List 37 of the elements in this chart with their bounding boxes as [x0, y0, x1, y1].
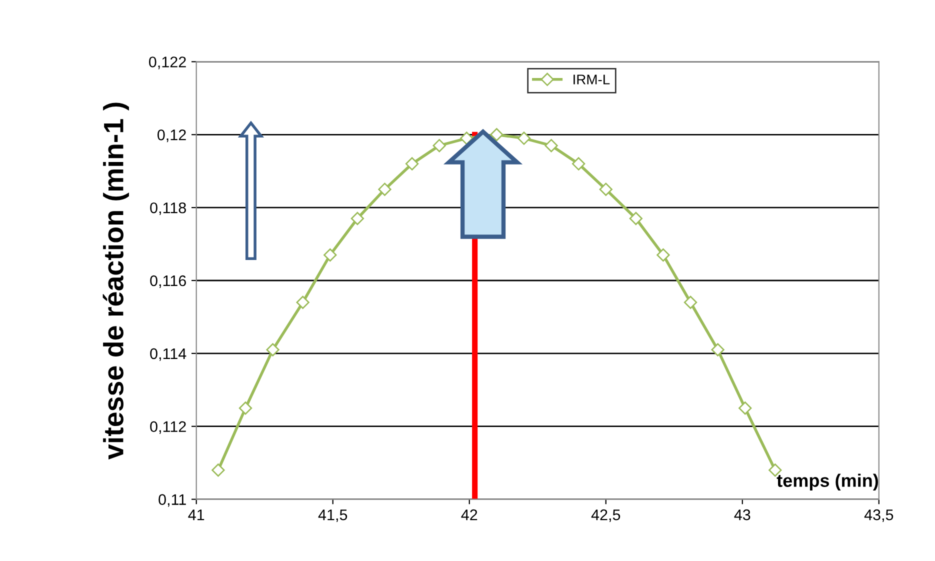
point	[490, 128, 504, 142]
point	[738, 402, 752, 415]
point	[324, 248, 337, 262]
point	[599, 182, 612, 196]
x-tick-label: 41,5	[318, 510, 348, 522]
point	[350, 212, 364, 226]
legend-label: IRM-L	[574, 74, 610, 84]
y-tick-label: 0,122	[148, 56, 186, 70]
y-tick-label: 0,112	[150, 421, 186, 434]
y-tick-label: 0,116	[150, 275, 186, 288]
point	[238, 402, 252, 415]
point	[296, 296, 310, 309]
point	[517, 132, 531, 145]
point	[544, 138, 558, 152]
point	[768, 464, 782, 477]
y-tick-label: 0,118	[150, 202, 186, 216]
x-tick-label: 42	[461, 509, 478, 520]
point	[684, 296, 698, 309]
point	[711, 343, 724, 356]
y-tick-label: 0,114	[150, 348, 186, 361]
point	[405, 157, 419, 170]
point	[629, 212, 642, 226]
point	[212, 464, 225, 477]
x-tick-label: 42,5	[591, 509, 620, 522]
point	[460, 132, 474, 145]
x-axis-title: temps (min)	[776, 474, 878, 491]
y-tick-label: 0,12	[157, 130, 186, 142]
y-axis-title: vitesse de réaction (min-1 )	[102, 102, 129, 460]
x-tick-label: 41	[188, 510, 204, 520]
point	[572, 157, 586, 170]
point	[378, 182, 392, 196]
y-tick-label: 0,11	[158, 494, 186, 507]
x-tick-label: 43,5	[864, 509, 894, 522]
x-tick-label: 43	[734, 509, 750, 520]
point	[266, 343, 280, 356]
point	[432, 138, 446, 152]
point	[656, 248, 670, 262]
